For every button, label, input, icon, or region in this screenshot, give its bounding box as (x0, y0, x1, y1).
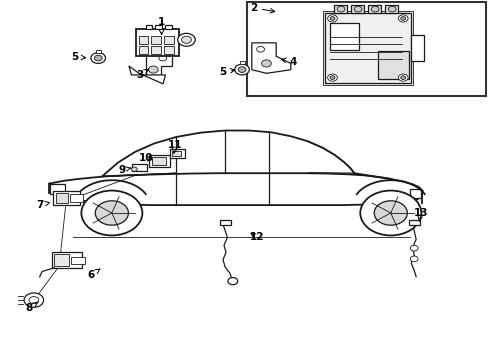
Circle shape (159, 55, 166, 61)
Text: 5: 5 (219, 67, 234, 77)
Bar (96, 50, 101, 53)
Circle shape (329, 17, 334, 20)
Text: 9: 9 (118, 165, 130, 175)
Bar (56, 193, 68, 203)
Text: 3: 3 (136, 69, 148, 80)
Bar (139, 36, 148, 44)
Circle shape (353, 6, 361, 12)
Circle shape (387, 6, 395, 12)
Text: 12: 12 (249, 232, 264, 242)
Circle shape (327, 74, 337, 81)
Bar (163, 46, 173, 54)
Text: 7: 7 (36, 200, 50, 210)
Bar (163, 36, 173, 44)
Bar (136, 29, 179, 56)
Text: 6: 6 (87, 269, 100, 280)
Circle shape (181, 36, 191, 43)
Bar (350, 5, 363, 13)
Text: 8: 8 (25, 302, 38, 314)
Circle shape (29, 297, 39, 304)
Circle shape (409, 256, 417, 262)
Bar (52, 252, 82, 268)
Circle shape (336, 6, 344, 12)
Bar (54, 254, 69, 266)
Circle shape (360, 190, 421, 235)
Circle shape (373, 201, 407, 225)
Circle shape (94, 55, 102, 61)
Bar (70, 194, 82, 202)
Text: 13: 13 (413, 208, 427, 221)
Bar (145, 25, 152, 29)
Bar (377, 51, 408, 80)
Bar (152, 157, 165, 165)
Bar (155, 25, 162, 29)
Circle shape (261, 60, 271, 67)
Bar (239, 61, 244, 64)
Bar (333, 5, 346, 13)
Bar (409, 189, 420, 198)
Bar (164, 25, 171, 29)
Circle shape (227, 278, 237, 285)
Bar (329, 23, 359, 50)
Circle shape (131, 167, 137, 171)
Circle shape (234, 64, 249, 75)
Bar (149, 154, 169, 167)
Circle shape (370, 6, 378, 12)
Bar (410, 36, 423, 60)
Bar (367, 5, 380, 13)
Bar (71, 257, 85, 264)
Circle shape (400, 17, 405, 20)
Polygon shape (146, 51, 171, 75)
Bar (246, 3, 485, 96)
Text: 10: 10 (139, 153, 153, 163)
Polygon shape (251, 43, 290, 73)
Bar (53, 192, 80, 205)
Text: 2: 2 (249, 3, 274, 13)
Bar (408, 220, 419, 225)
Circle shape (398, 74, 407, 81)
Circle shape (91, 53, 105, 63)
Circle shape (329, 76, 334, 80)
Bar (151, 46, 161, 54)
Text: 5: 5 (71, 52, 85, 62)
Circle shape (95, 201, 128, 225)
Circle shape (398, 15, 407, 22)
Circle shape (238, 67, 245, 72)
Bar (220, 220, 230, 225)
Circle shape (148, 66, 158, 73)
Bar (132, 163, 147, 171)
Bar (172, 150, 181, 156)
Circle shape (409, 245, 417, 251)
Circle shape (177, 33, 195, 46)
Circle shape (400, 76, 405, 80)
Text: 1: 1 (158, 17, 165, 35)
Circle shape (24, 293, 43, 307)
Circle shape (256, 46, 264, 52)
Text: 11: 11 (168, 140, 182, 153)
Circle shape (81, 190, 142, 235)
Bar (385, 5, 397, 13)
Polygon shape (129, 66, 165, 84)
Bar (50, 184, 65, 194)
Bar (139, 46, 148, 54)
Circle shape (327, 15, 337, 22)
Bar (322, 11, 412, 85)
Bar (325, 13, 410, 83)
Bar (151, 36, 161, 44)
Bar (170, 149, 184, 158)
Text: 4: 4 (281, 57, 296, 67)
